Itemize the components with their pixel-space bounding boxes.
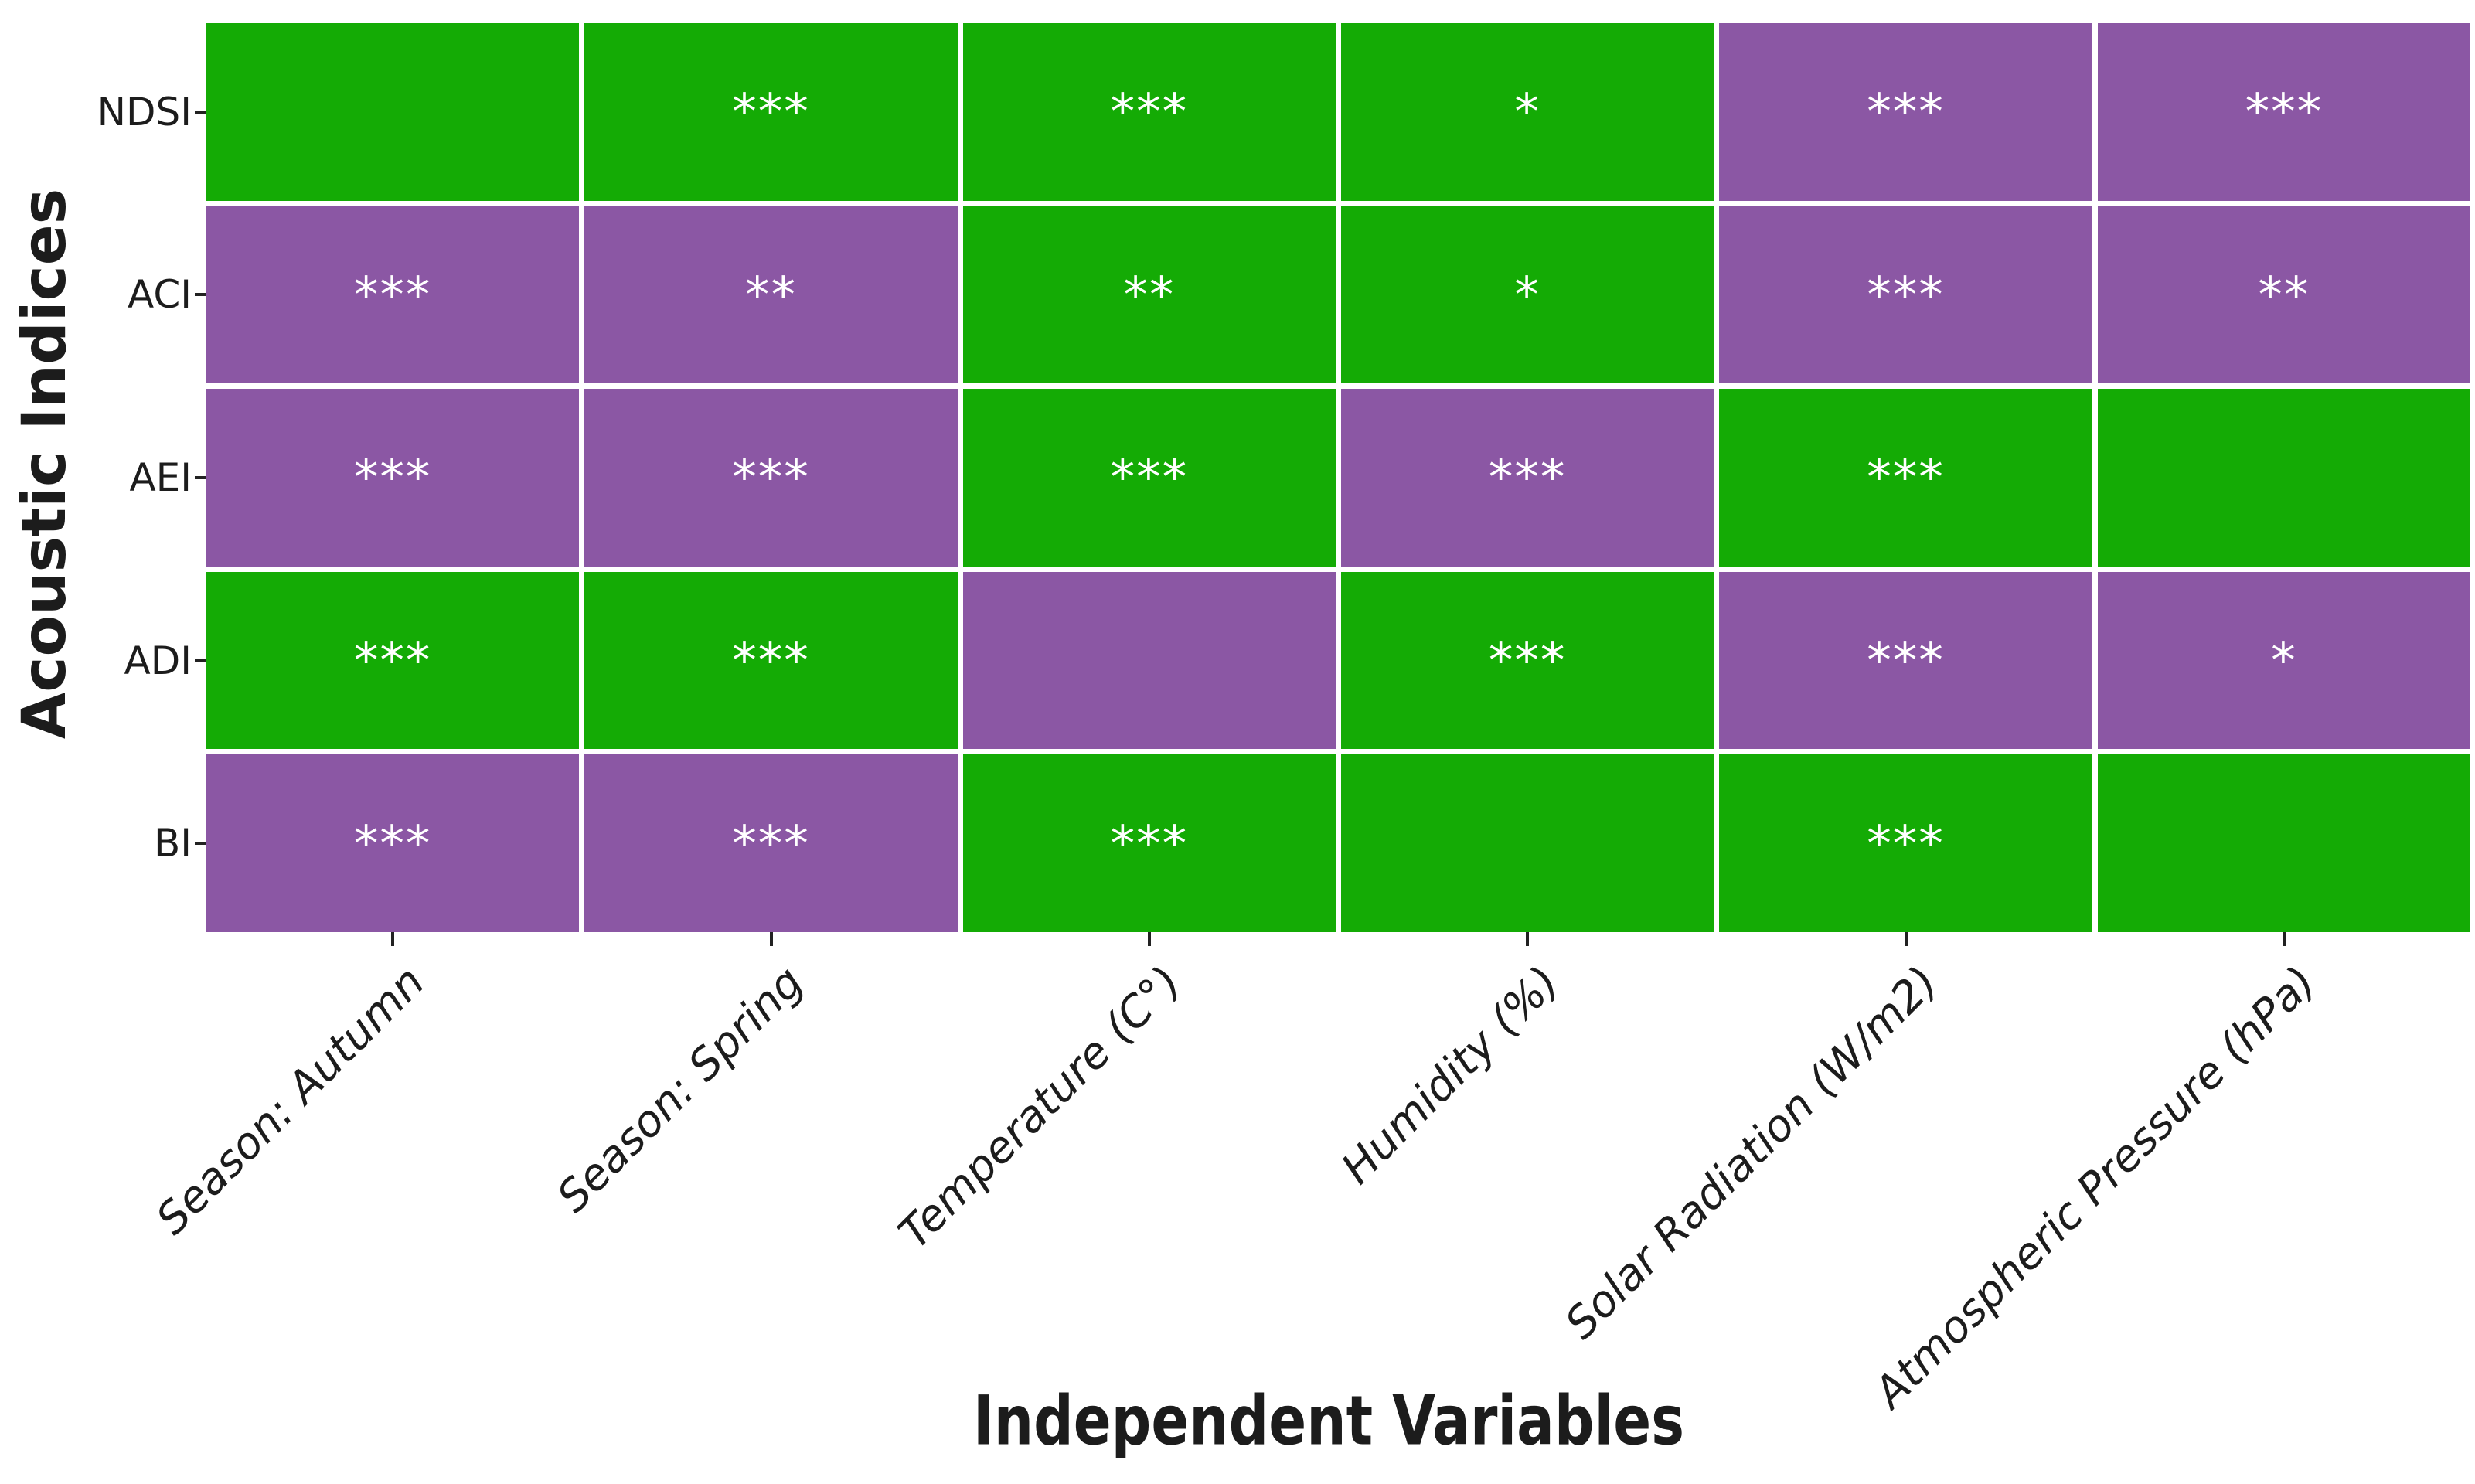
significance-stars: *** [732,83,810,141]
y-tick-label-NDSI: NDSI [97,89,192,134]
heatmap-cell-ACI-col2: ** [584,206,958,384]
x-tick-mark [1526,932,1530,946]
significance-stars: *** [732,449,810,506]
heatmap-cell-BI-col6 [2097,754,2470,932]
significance-stars: *** [1867,815,1945,872]
heatmap-cell-NDSI-col3: *** [962,23,1336,201]
x-tick-mark [769,932,773,946]
significance-stars: *** [1110,83,1189,141]
heatmap-cell-ACI-col3: ** [962,206,1336,384]
heatmap-grid: *** *** * *** *** *** ** ** * *** ** *** *** *** *** **… [206,23,2470,932]
heatmap-cell-ADI-col2: *** [584,571,958,750]
significance-stars: *** [732,815,810,872]
significance-stars: *** [1867,632,1945,689]
significance-stars: *** [732,632,810,689]
heatmap-cell-ADI-col3 [962,571,1336,750]
heatmap-cell-NDSI-col2: *** [584,23,958,201]
heatmap-cell-NDSI-col6: *** [2097,23,2470,201]
y-tick-mark [195,293,209,297]
heatmap-cell-BI-col4 [1341,754,1714,932]
significance-stars: * [1514,83,1540,141]
significance-stars: *** [1110,815,1189,872]
heatmap-cell-ADI-col6: * [2097,571,2470,750]
heatmap-cell-ACI-col6: ** [2097,206,2470,384]
heatmap-cell-ACI-col5: *** [1719,206,2092,384]
heatmap-cell-ADI-col1: *** [206,571,580,750]
significance-stars: ** [744,266,797,323]
heatmap-cell-AEI-col1: *** [206,389,580,567]
significance-stars: *** [353,266,432,323]
y-tick-mark [195,659,209,662]
y-tick-label-ACI: ACI [128,272,192,318]
significance-stars: *** [2245,83,2324,141]
significance-stars: ** [1123,266,1176,323]
significance-stars: * [1514,266,1540,323]
heatmap-cell-BI-col1: *** [206,754,580,932]
significance-stars: *** [1867,449,1945,506]
heatmap-cell-AEI-col6 [2097,389,2470,567]
heatmap-cell-ADI-col5: *** [1719,571,2092,750]
y-tick-label-ADI: ADI [124,638,192,683]
x-tick-mark [1904,932,1908,946]
heatmap-cell-ADI-col4: *** [1341,571,1714,750]
x-tick-mark [2282,932,2286,946]
heatmap-cell-AEI-col5: *** [1719,389,2092,567]
heatmap-cell-AEI-col2: *** [584,389,958,567]
y-tick-mark [195,110,209,114]
significance-stars: *** [1488,449,1567,506]
significance-stars: *** [1867,83,1945,141]
significance-stars: ** [2258,266,2310,323]
heatmap-cell-ACI-col4: * [1341,206,1714,384]
significance-stars: *** [1867,266,1945,323]
y-tick-mark [195,842,209,846]
x-tick-mark [1147,932,1151,946]
y-tick-label-AEI: AEI [129,455,192,500]
heatmap-cell-NDSI-col4: * [1341,23,1714,201]
y-tick-mark [195,476,209,479]
significance-stars: *** [353,815,432,872]
heatmap-cell-BI-col2: *** [584,754,958,932]
heatmap-cell-BI-col5: *** [1719,754,2092,932]
significance-stars: * [2271,632,2297,689]
significance-stars: *** [353,632,432,689]
heatmap-cell-NDSI-col5: *** [1719,23,2092,201]
heatmap-cell-ACI-col1: *** [206,206,580,384]
heatmap-cell-AEI-col3: *** [962,389,1336,567]
heatmap-cell-AEI-col4: *** [1341,389,1714,567]
x-axis-title: Independent Variables [972,1380,1685,1461]
heatmap-cell-BI-col3: *** [962,754,1336,932]
significance-stars: *** [353,449,432,506]
significance-stars: *** [1488,632,1567,689]
y-tick-label-BI: BI [153,821,192,866]
heatmap-cell-NDSI-col1 [206,23,580,201]
significance-stars: *** [1110,449,1189,506]
x-tick-mark [391,932,395,946]
